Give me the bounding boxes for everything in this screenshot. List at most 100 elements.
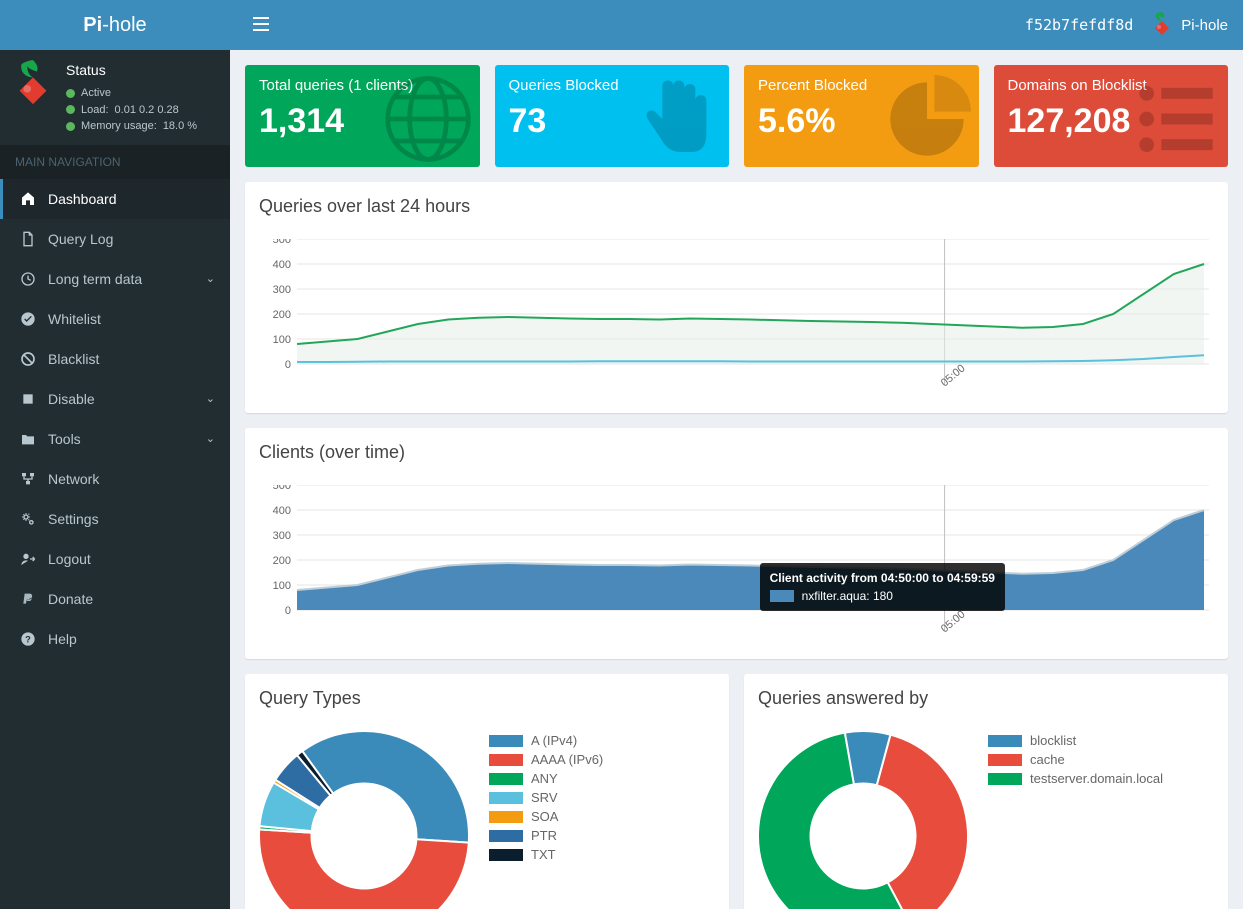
legend-item[interactable]: SOA bbox=[489, 807, 603, 826]
queries-24h-chart[interactable]: 010020030040050005:00 bbox=[259, 239, 1214, 399]
svg-text:0: 0 bbox=[285, 605, 291, 617]
folder-icon bbox=[18, 431, 38, 447]
main-header: Pi-hole f52b7fefdf8d Pi-hole bbox=[0, 0, 1243, 50]
sidebar-item-label: Settings bbox=[48, 511, 99, 527]
sidebar-item-settings[interactable]: Settings bbox=[0, 499, 230, 539]
status-dot-icon bbox=[66, 89, 75, 98]
sidebar-item-disable[interactable]: Disable⌄ bbox=[0, 379, 230, 419]
hostname-label[interactable]: f52b7fefdf8d bbox=[1025, 16, 1133, 34]
chevron-down-icon: ⌄ bbox=[206, 432, 215, 445]
chart-tooltip: Client activity from 04:50:00 to 04:59:5… bbox=[760, 563, 1005, 611]
bars-icon bbox=[253, 17, 269, 31]
chevron-down-icon: ⌄ bbox=[206, 272, 215, 285]
sidebar-item-help[interactable]: ? Help bbox=[0, 619, 230, 659]
legend-item[interactable]: blocklist bbox=[988, 731, 1163, 750]
tooltip-line: nxfilter.aqua: 180 bbox=[802, 589, 893, 603]
logo-rest: -hole bbox=[102, 14, 146, 36]
svg-text:0: 0 bbox=[285, 359, 291, 371]
legend-label: AAAA (IPv6) bbox=[531, 752, 603, 767]
status-dot-icon bbox=[66, 105, 75, 114]
legend-label: cache bbox=[1030, 752, 1065, 767]
sidebar-item-query-log[interactable]: Query Log bbox=[0, 219, 230, 259]
sidebar-item-label: Help bbox=[48, 631, 77, 647]
navbar-right: f52b7fefdf8d Pi-hole bbox=[1025, 12, 1228, 38]
chevron-down-icon: ⌄ bbox=[206, 392, 215, 405]
box-title: Clients (over time) bbox=[245, 430, 1228, 475]
tooltip-row: nxfilter.aqua: 180 bbox=[770, 589, 995, 603]
sidebar-item-tools[interactable]: Tools⌄ bbox=[0, 419, 230, 459]
sidebar: Status Active Load: 0.01 0.2 0.28 Memory… bbox=[0, 50, 230, 909]
status-load-row: Load: 0.01 0.2 0.28 bbox=[66, 102, 197, 119]
stop-icon bbox=[18, 391, 38, 407]
legend-item[interactable]: testserver.domain.local bbox=[988, 769, 1163, 788]
stat-boxes-row: Total queries (1 clients) 1,314 Queries … bbox=[245, 65, 1228, 167]
sidebar-item-label: Logout bbox=[48, 551, 91, 567]
legend-swatch-icon bbox=[489, 735, 523, 747]
answered-by-chart[interactable] bbox=[758, 731, 968, 909]
sidebar-item-label: Long term data bbox=[48, 271, 142, 287]
svg-text:200: 200 bbox=[273, 309, 291, 321]
sidebar-item-label: Query Log bbox=[48, 231, 113, 247]
legend-swatch-icon bbox=[489, 754, 523, 766]
answered-by-box: Queries answered by blocklist cache testse… bbox=[744, 674, 1228, 909]
svg-text:500: 500 bbox=[273, 485, 291, 492]
legend-item[interactable]: AAAA (IPv6) bbox=[489, 750, 603, 769]
sidebar-item-dashboard[interactable]: Dashboard bbox=[0, 179, 230, 219]
sidebar-item-label: Network bbox=[48, 471, 99, 487]
network-icon bbox=[18, 471, 38, 487]
clients-over-time-box: Clients (over time) 010020030040050005:0… bbox=[245, 428, 1228, 659]
stat-blocklist[interactable]: Domains on Blocklist 127,208 bbox=[994, 65, 1229, 167]
legend-item[interactable]: A (IPv4) bbox=[489, 731, 603, 750]
legend-item[interactable]: cache bbox=[988, 750, 1163, 769]
legend-item[interactable]: PTR bbox=[489, 826, 603, 845]
box-title: Queries answered by bbox=[744, 676, 1228, 721]
sidebar-item-blacklist[interactable]: Blacklist bbox=[0, 339, 230, 379]
logo[interactable]: Pi-hole bbox=[0, 0, 230, 50]
answered-by-legend: blocklist cache testserver.domain.local bbox=[988, 731, 1163, 788]
stat-total-queries[interactable]: Total queries (1 clients) 1,314 bbox=[245, 65, 480, 167]
pihole-brand[interactable]: Pi-hole bbox=[1151, 12, 1228, 38]
question-icon: ? bbox=[18, 631, 38, 647]
sidebar-item-logout[interactable]: Logout bbox=[0, 539, 230, 579]
legend-swatch-icon bbox=[988, 735, 1022, 747]
legend-swatch-icon bbox=[988, 754, 1022, 766]
svg-text:400: 400 bbox=[273, 505, 291, 517]
stat-percent[interactable]: Percent Blocked 5.6% bbox=[744, 65, 979, 167]
brand-text: Pi-hole bbox=[1181, 17, 1228, 34]
nav-header: MAIN NAVIGATION bbox=[0, 145, 230, 179]
legend-swatch-icon bbox=[489, 849, 523, 861]
query-types-chart[interactable] bbox=[259, 731, 469, 909]
svg-text:100: 100 bbox=[273, 580, 291, 592]
sidebar-item-label: Whitelist bbox=[48, 311, 101, 327]
legend-item[interactable]: TXT bbox=[489, 845, 603, 864]
legend-label: SRV bbox=[531, 790, 558, 805]
sidebar-item-whitelist[interactable]: Whitelist bbox=[0, 299, 230, 339]
stat-blocked[interactable]: Queries Blocked 73 bbox=[495, 65, 730, 167]
legend-swatch-icon bbox=[489, 811, 523, 823]
logo-bold: Pi bbox=[83, 14, 102, 36]
status-active-row: Active bbox=[66, 85, 197, 102]
sidebar-item-donate[interactable]: Donate bbox=[0, 579, 230, 619]
status-panel: Status Active Load: 0.01 0.2 0.28 Memory… bbox=[0, 50, 230, 145]
status-mem-row: Memory usage: 18.0 % bbox=[66, 118, 197, 135]
load-label: Load: bbox=[81, 102, 109, 119]
legend-swatch-icon bbox=[988, 773, 1022, 785]
tooltip-title: Client activity from 04:50:00 to 04:59:5… bbox=[770, 571, 995, 585]
nav-list: Dashboard Query Log Long term data ⌄ Whiteli… bbox=[0, 179, 230, 659]
legend-swatch-icon bbox=[489, 830, 523, 842]
load-values: 0.01 0.2 0.28 bbox=[115, 102, 179, 119]
query-types-box: Query Types A (IPv4) AAAA (IPv6) ANY SRV SOA… bbox=[245, 674, 729, 909]
svg-text:?: ? bbox=[25, 634, 31, 644]
pihole-logo-icon bbox=[12, 60, 54, 110]
legend-item[interactable]: ANY bbox=[489, 769, 603, 788]
box-title: Query Types bbox=[245, 676, 729, 721]
sidebar-item-long-term-data[interactable]: Long term data ⌄ bbox=[0, 259, 230, 299]
top-navbar: f52b7fefdf8d Pi-hole bbox=[230, 0, 1243, 50]
sidebar-toggle-button[interactable] bbox=[245, 15, 277, 36]
cogs-icon bbox=[18, 511, 38, 527]
clients-chart[interactable]: 010020030040050005:00Client activity fro… bbox=[259, 485, 1214, 645]
sidebar-item-label: Blacklist bbox=[48, 351, 99, 367]
tooltip-swatch-icon bbox=[770, 590, 794, 602]
sidebar-item-network[interactable]: Network bbox=[0, 459, 230, 499]
legend-item[interactable]: SRV bbox=[489, 788, 603, 807]
